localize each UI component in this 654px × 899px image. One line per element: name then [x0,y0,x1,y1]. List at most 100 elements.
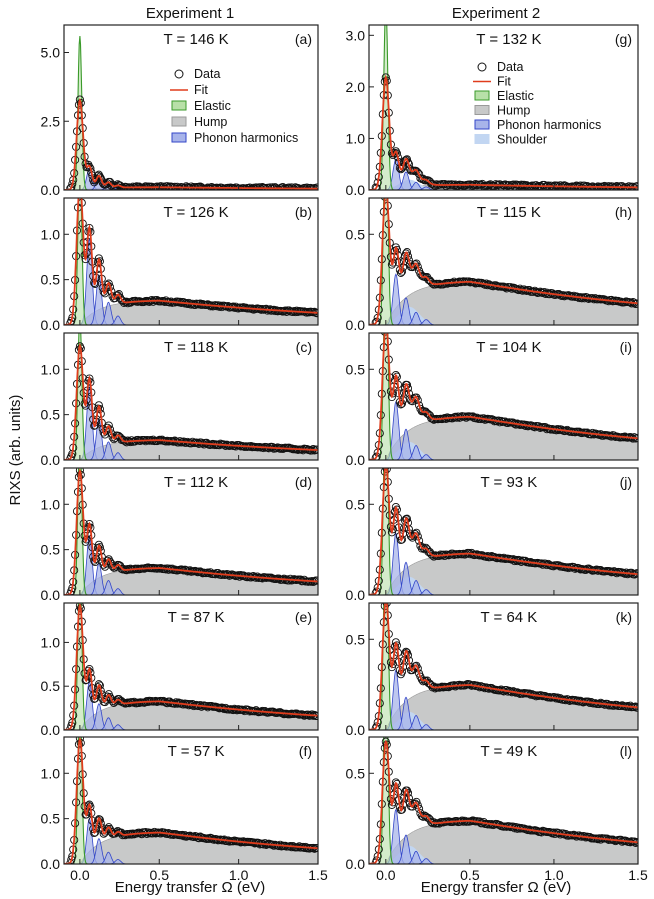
fit-line [369,333,638,460]
data-point [371,183,380,190]
y-tick-label: 0.5 [41,542,61,558]
y-tick-label: 0.5 [41,678,61,694]
x-tick-label: 0.0 [70,867,90,883]
phonon-harmonic-3 [369,311,638,325]
legend-shoulder-marker [474,134,490,144]
col-title-experiment-2: Experiment 2 [452,5,540,22]
panel-b-label: (b) [295,204,312,220]
data-point [402,155,412,164]
panel-a-label: (a) [295,31,312,47]
panel-c-label: (c) [296,339,312,355]
data-point [424,410,433,419]
phonon-harmonic-3 [369,580,638,595]
panel-e: 0.0 0.5 1.0 T = 87 K (e) [41,602,319,738]
panel-j-label: (j) [620,474,632,490]
panel-f-label: (f) [299,743,312,759]
elastic-peak [64,35,318,190]
panel-e-plot-area [64,603,318,730]
data-point [396,165,405,174]
panel-l-title: T = 49 K [480,743,537,760]
y-tick-label: 0.5 [346,765,366,781]
legend-elastic-marker [474,90,490,101]
x-tick-label: 1.0 [544,867,564,883]
y-tick-label: 1.0 [41,634,61,650]
panel-g-frame [368,24,639,191]
data-point [371,724,380,730]
panel-k-label: (k) [616,609,632,625]
data-point [105,177,115,186]
panel-a-plot-area [64,35,318,190]
y-tick-label: 2.5 [41,113,61,129]
panel-b-frame [63,197,319,326]
panel-e-frame [63,602,319,731]
panel-i-title: T = 104 K [476,339,541,356]
data-point [415,536,424,545]
x-tick-label: 0.5 [150,867,170,883]
panel-h-plot-area [369,190,638,325]
legend-data-marker [477,62,487,72]
y-tick-label: 0.0 [41,452,61,468]
data-point [113,826,122,836]
panel-h-title: T = 115 K [477,204,541,221]
y-tick-label: 0.5 [346,226,366,242]
phonon-harmonic-3 [64,717,318,730]
data-point [67,183,76,190]
panel-g-label: (g) [615,31,632,47]
phonon-harmonic-3 [369,715,638,730]
fit-line [369,740,638,864]
y-tick-label: 0.5 [346,361,366,377]
phonon-harmonic-1 [369,158,638,190]
panel-l-frame [368,736,639,865]
data-point [371,453,380,460]
y-tick-label: 1.0 [41,226,61,242]
phonon-harmonic-4 [64,859,318,864]
panel-j: 0.0 0.5 T = 93 K (j) [346,467,639,603]
fit-line [64,342,318,460]
phonon-harmonic-3 [369,445,638,460]
legend-label-fit: Fit [497,75,511,89]
data-point [85,664,94,674]
panel-l-plot-area [369,737,638,864]
panel-a: 0.0 2.5 5.0 T = 146 K (a) Data Fit Elastic Hump P… [41,24,319,198]
data-point [66,184,75,190]
y-tick-label: 0.5 [41,811,61,827]
data-point [179,184,188,190]
panel-f: 0.0 0.5 1.0 0.0 0.5 1.0 1.5 T = 57 K (f) [41,736,328,883]
fit-line [64,97,318,190]
x-axis-label-left: Energy transfer Ω (eV) [115,879,265,896]
phonon-harmonic-3 [64,851,318,864]
legend-label-fit: Fit [194,83,208,97]
phonon-harmonic-1 [64,680,318,730]
legend-label-shoulder: Shoulder [497,133,547,147]
data-point [104,279,113,288]
phonon-harmonic-3 [64,301,318,325]
legend-label-elastic: Elastic [194,99,231,113]
panel-b-title: T = 126 K [163,204,228,221]
legend-data-marker [174,69,184,79]
panel-i-frame [368,332,639,461]
phonon-harmonic-4 [369,858,638,864]
y-tick-label: 0.0 [346,856,366,872]
y-tick-label: 0.0 [346,452,366,468]
x-axis-label-right: Energy transfer Ω (eV) [421,879,571,896]
data-point [383,190,390,197]
panel-f-frame [63,736,319,865]
x-tick-label: 0.0 [376,867,396,883]
legend-phonon-marker [474,119,490,130]
panel-i-plot-area [369,333,638,460]
y-tick-label: 0.5 [41,407,61,423]
panel-k: 0.0 0.5 T = 64 K (k) [346,602,639,738]
data-point [411,799,420,808]
y-tick-label: 1.0 [41,765,61,781]
legend-label-data: Data [497,60,523,74]
data-point [419,174,428,183]
data-point [401,155,411,164]
y-tick-label: 0.5 [346,496,366,512]
data-point [371,318,380,325]
data-point [396,268,405,277]
panel-l-label: (l) [620,743,632,759]
legend-hump-marker [171,116,187,127]
panel-k-title: T = 64 K [480,609,537,626]
